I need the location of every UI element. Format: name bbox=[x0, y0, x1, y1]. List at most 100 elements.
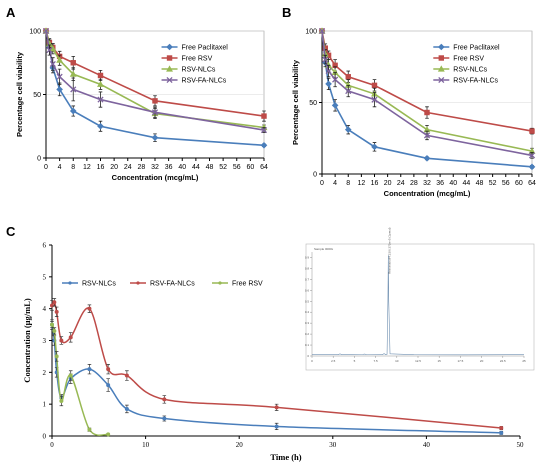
x-tick-label-b: 52 bbox=[489, 180, 497, 187]
legend-marker-free-paclitaxel-a bbox=[166, 43, 173, 51]
panel-label-b: B bbox=[282, 5, 291, 20]
series-line-rsv-fa-nlcs-b bbox=[321, 30, 533, 157]
data-point-rsv-fa-nlcs-a bbox=[46, 46, 53, 54]
inset-y-tick-label: 0.4 bbox=[305, 310, 310, 314]
x-tick-label-a: 24 bbox=[124, 164, 132, 171]
legend-marker-rsv-nlcs-c bbox=[68, 281, 72, 285]
y-axis-title-c: Concentration (μg/mL) bbox=[22, 298, 32, 383]
data-point-rsv-nlcs-c bbox=[274, 424, 279, 429]
legend-label-free-rsv-c: Free RSV bbox=[232, 281, 263, 288]
data-point-free-rsv-c bbox=[50, 322, 54, 327]
series-line-free-paclitaxel-a bbox=[45, 30, 265, 147]
data-point-rsv-nlcs-c bbox=[499, 430, 504, 435]
legend-marker-rsv-fa-nlcs-a bbox=[166, 76, 173, 84]
legend-label-free-rsv-a: Free RSV bbox=[182, 56, 213, 63]
legend-label-rsv-nlcs-c: RSV-NLCs bbox=[82, 281, 116, 288]
x-tick-label-b: 20 bbox=[384, 180, 392, 187]
data-point-free-rsv-a bbox=[97, 72, 104, 79]
x-tick-label-b: 4 bbox=[333, 180, 337, 187]
data-point-rsv-fa-nlcs-c bbox=[124, 373, 129, 378]
data-point-rsv-fa-nlcs-a bbox=[42, 27, 50, 35]
inset-x-tick-label: 20 bbox=[480, 359, 484, 363]
series-line-free-paclitaxel-b bbox=[321, 30, 533, 168]
data-point-rsv-fa-nlcs-c bbox=[59, 338, 64, 343]
data-point-rsv-fa-nlcs-b bbox=[423, 132, 431, 139]
chromatogram-trace bbox=[312, 255, 525, 356]
data-point-rsv-fa-nlcs-c bbox=[54, 309, 59, 314]
inset-frame bbox=[305, 243, 535, 371]
x-tick-label-b: 48 bbox=[476, 180, 484, 187]
legend-marker-rsv-nlcs-b bbox=[437, 65, 445, 72]
y-axis-title-a: Percentage cell viability bbox=[15, 51, 24, 137]
legend-label-rsv-nlcs-a: RSV-NLCs bbox=[182, 67, 216, 74]
x-tick-label-b: 60 bbox=[515, 180, 523, 187]
panel-label-c: C bbox=[6, 224, 16, 239]
x-tick-label-a: 28 bbox=[137, 164, 145, 171]
x-tick-label-c: 30 bbox=[329, 441, 337, 449]
legend-marker-rsv-fa-nlcs-c bbox=[136, 281, 140, 285]
data-point-rsv-nlcs-a bbox=[69, 70, 77, 77]
data-point-rsv-fa-nlcs-c bbox=[52, 300, 57, 305]
data-point-rsv-fa-nlcs-a bbox=[70, 86, 77, 93]
x-tick-label-a: 44 bbox=[192, 164, 200, 171]
inset-x-tick-label: 15 bbox=[438, 359, 442, 363]
y-tick-label-c: 0 bbox=[43, 433, 47, 441]
x-tick-label-b: 40 bbox=[449, 180, 457, 187]
y-tick-label-c: 3 bbox=[43, 337, 47, 345]
data-point-rsv-fa-nlcs-a bbox=[260, 127, 268, 134]
x-tick-label-a: 0 bbox=[44, 164, 48, 171]
x-tick-label-a: 40 bbox=[178, 164, 186, 171]
data-point-rsv-nlcs-c bbox=[124, 406, 129, 411]
x-tick-label-b: 32 bbox=[423, 180, 431, 187]
data-point-rsv-fa-nlcs-b bbox=[318, 27, 326, 35]
inset-peak-label: Resveratrol/4.23/6.372e+5 (1pmol) bbox=[387, 227, 391, 273]
data-point-rsv-fa-nlcs-c bbox=[50, 303, 54, 308]
data-point-rsv-fa-nlcs-c bbox=[106, 367, 111, 372]
inset-x-tick-label: 25 bbox=[522, 359, 526, 363]
inset-y-tick-label: 0.3 bbox=[305, 321, 310, 325]
data-point-rsv-fa-nlcs-b bbox=[332, 76, 339, 83]
data-point-free-rsv-b bbox=[345, 74, 351, 80]
data-point-rsv-fa-nlcs-c bbox=[68, 335, 73, 340]
x-tick-label-a: 64 bbox=[260, 164, 268, 171]
y-tick-label-a: 0 bbox=[37, 156, 41, 163]
inset-x-tick-label: 5 bbox=[354, 359, 356, 363]
data-point-rsv-nlcs-c bbox=[162, 416, 167, 421]
data-point-rsv-nlcs-a bbox=[97, 80, 104, 87]
data-point-free-rsv-a bbox=[152, 98, 158, 104]
data-point-free-rsv-c bbox=[54, 354, 59, 359]
chromatogram-inset: Sample 0000x 0 0.1 0.2 0.3 0.4 0.5 0.6 0.7 0.8 0.9… bbox=[305, 227, 535, 371]
panel-label-a: A bbox=[6, 5, 16, 20]
x-tick-label-a: 20 bbox=[110, 164, 118, 171]
data-point-free-paclitaxel-a bbox=[56, 86, 63, 93]
inset-y-tick-label: 0.6 bbox=[305, 288, 310, 292]
inset-x-tick-label: 10 bbox=[395, 359, 399, 363]
legend-label-free-rsv-b: Free RSV bbox=[453, 56, 484, 63]
x-tick-label-b: 8 bbox=[346, 180, 350, 187]
y-tick-label-b: 50 bbox=[309, 100, 317, 107]
data-point-free-rsv-c bbox=[87, 427, 92, 432]
x-tick-label-b: 24 bbox=[397, 180, 405, 187]
x-tick-label-c: 20 bbox=[236, 441, 244, 449]
data-point-rsv-fa-nlcs-b bbox=[345, 88, 352, 95]
data-point-rsv-fa-nlcs-b bbox=[325, 67, 332, 75]
x-axis-title-c: Time (h) bbox=[270, 452, 301, 462]
data-point-free-paclitaxel-a bbox=[151, 134, 159, 141]
legend-label-rsv-fa-nlcs-a: RSV-FA-NLCs bbox=[182, 78, 227, 85]
x-tick-label-c: 40 bbox=[423, 441, 431, 449]
data-point-free-rsv-b bbox=[529, 128, 535, 134]
inset-x-tick-label: 7.5 bbox=[374, 359, 379, 363]
legend-marker-free-rsv-a bbox=[166, 55, 173, 61]
inset-y-tick-label: 0.2 bbox=[305, 332, 310, 336]
legend-marker-rsv-nlcs-a bbox=[166, 65, 173, 72]
data-point-free-rsv-b bbox=[371, 82, 378, 89]
x-tick-label-c: 10 bbox=[142, 441, 150, 449]
data-point-free-paclitaxel-b bbox=[528, 163, 536, 171]
data-point-free-paclitaxel-a bbox=[260, 141, 268, 149]
x-tick-label-b: 28 bbox=[410, 180, 418, 187]
x-tick-label-b: 56 bbox=[502, 180, 510, 187]
legend-marker-free-paclitaxel-b bbox=[437, 43, 445, 51]
y-tick-label-c: 2 bbox=[43, 369, 47, 377]
inset-x-tick-label: 2.5 bbox=[331, 359, 336, 363]
